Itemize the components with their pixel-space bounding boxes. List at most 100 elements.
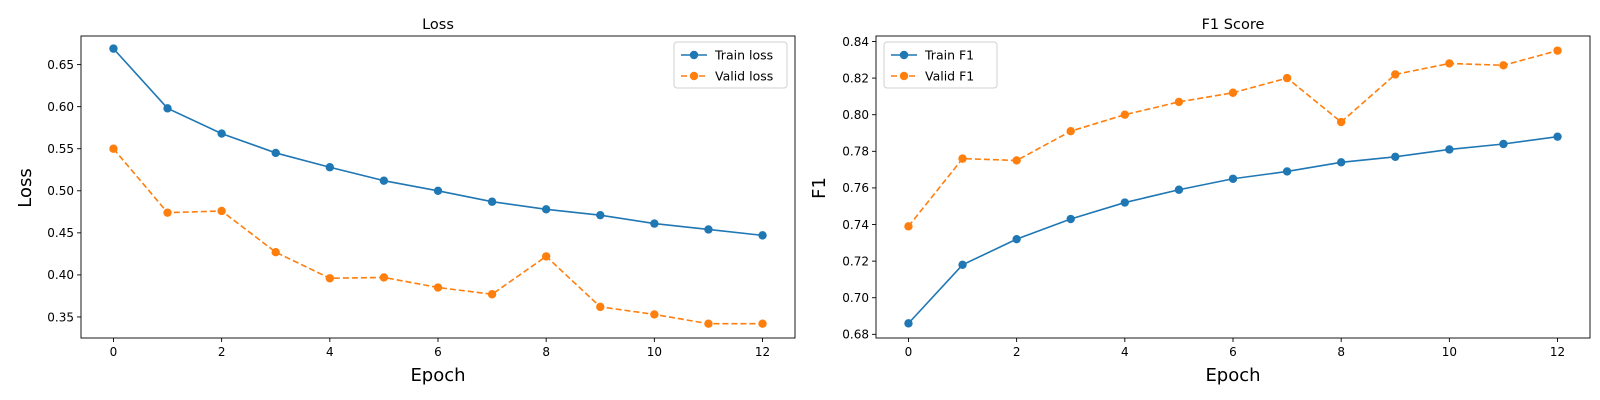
f1-series-train-f1-point [1445,145,1454,154]
f1-x-tick-label: 12 [1550,345,1565,359]
loss-legend: Train loss Valid loss [673,41,788,89]
f1-x-tick-label: 10 [1442,345,1457,359]
f1-y-tick-label: 0.84 [842,35,869,49]
f1-series-valid-f1-point [1228,88,1238,97]
loss-series-train-loss-line [112,48,763,237]
loss-series-train-loss-point [433,186,443,195]
loss-series-train-loss-point [271,148,280,158]
loss-legend-label: Valid loss [715,69,773,84]
loss-series-valid-loss [109,144,767,328]
loss-series-valid-loss-point [217,206,226,216]
f1-series-valid-f1-point [1282,73,1292,83]
loss-chart-title: Loss [422,17,454,33]
f1-legend: Train F1 Valid F1 [883,41,998,89]
f1-series-valid-f1-point [1499,61,1508,70]
loss-y-tick-label: 0.60 [47,100,74,114]
loss-series-valid-loss-point [163,208,172,217]
f1-series-valid-f1-point [1553,46,1562,55]
loss-series-train-loss-point [596,210,605,220]
loss-y-tick-label: 0.45 [47,226,74,240]
loss-series-valid-loss-point [109,144,118,153]
f1-y-tick-label: 0.68 [842,328,869,342]
loss-y-tick-label: 0.40 [47,268,74,282]
f1-chart-panel: F1 Score Epoch F1 0 2 4 6 8 10 12 0.68 0.70 0.72 0… [809,17,1591,386]
loss-series-train-loss-point [325,163,335,172]
f1-y-tick-label: 0.82 [842,71,869,85]
f1-y-tick-label: 0.70 [842,291,869,305]
f1-series-train-f1-point [1553,132,1562,141]
loss-legend-label: Train loss [714,48,773,63]
f1-legend-label: Valid F1 [925,69,974,84]
loss-legend-marker [689,71,699,81]
f1-series-valid-f1-point [958,154,967,163]
loss-series-train-loss-point [217,129,226,138]
loss-y-tick-label: 0.50 [47,184,74,198]
f1-series-train-f1-point [1336,158,1346,167]
loss-x-tick-label: 2 [218,345,226,359]
f1-series-valid-f1-point [1445,59,1454,68]
f1-y-tick-label: 0.74 [842,218,869,232]
f1-legend-marker [899,50,909,60]
loss-x-axis-label: Epoch [410,365,465,386]
f1-series-valid-f1-point [1391,70,1400,79]
f1-y-tick-label: 0.76 [842,181,869,195]
loss-series-valid-loss-point [433,283,443,292]
f1-series-train-f1-line [907,135,1558,324]
loss-series-valid-loss-point [379,273,389,282]
f1-series-train-f1-point [1120,198,1130,207]
loss-y-tick-label: 0.65 [47,58,74,72]
loss-series-train-loss-point [379,176,389,185]
loss-series-train-loss-point [163,104,172,113]
f1-chart-title: F1 Score [1202,17,1265,33]
f1-x-tick-label: 4 [1121,345,1129,359]
f1-series-valid-f1-point [904,222,913,231]
loss-series-valid-loss-point [271,247,280,257]
f1-series-valid-f1-point [1012,156,1021,165]
f1-x-tick-label: 2 [1013,345,1021,359]
loss-x-tick-label: 8 [542,345,550,359]
loss-series-valid-loss-point [704,319,713,328]
loss-series-valid-loss-point [541,252,551,261]
loss-x-tick-label: 6 [434,345,442,359]
loss-x-tick-label: 4 [326,345,334,359]
loss-series-train-loss-point [487,197,497,206]
f1-y-tick-label: 0.80 [842,108,869,122]
loss-series-valid-loss-point [325,274,335,283]
loss-x-tick-label: 12 [755,345,770,359]
f1-series-valid-f1-point [1174,97,1184,107]
f1-series-valid-f1-line [907,49,1558,227]
loss-x-tick-label: 0 [110,345,118,359]
loss-series-train-loss-point [758,231,767,240]
loss-y-tick-label: 0.55 [47,142,74,156]
f1-series-train-f1-point [1066,214,1075,224]
loss-series-valid-loss-line [112,148,763,325]
f1-y-axis-label: F1 [809,177,830,199]
loss-series-valid-loss-point [487,290,497,299]
loss-series-train-loss-point [109,44,118,53]
f1-series-valid-f1-point [1120,110,1130,119]
f1-series-train-f1-point [1391,152,1400,161]
loss-series-train-loss-point [541,205,551,214]
f1-series-valid-f1-point [1336,117,1346,127]
f1-series-valid-f1-point [1066,126,1075,136]
loss-series-train-loss [109,44,767,240]
f1-x-tick-label: 6 [1229,345,1237,359]
f1-y-tick-label: 0.72 [842,254,869,268]
f1-series-train-f1-point [1282,167,1292,176]
loss-chart-panel: Loss Epoch Loss 0 2 4 6 8 10 12 0.35 0.40 0.45 0.5… [15,17,796,386]
loss-series-valid-loss-point [650,310,659,319]
f1-legend-marker [899,71,909,81]
loss-y-axis-label: Loss [15,168,36,207]
f1-series-train-f1-point [958,260,967,269]
f1-series-train-f1-point [1499,139,1508,149]
f1-series-train-f1-point [1228,174,1238,183]
f1-series-train-f1-point [904,319,913,328]
loss-legend-marker [689,50,699,60]
f1-x-tick-label: 0 [905,345,913,359]
loss-series-valid-loss-point [596,302,605,312]
loss-series-train-loss-point [650,219,659,228]
loss-series-train-loss-point [704,225,713,234]
f1-series-train-f1-point [1012,234,1021,244]
loss-y-tick-label: 0.35 [47,310,74,324]
f1-series-valid-f1 [904,46,1562,231]
